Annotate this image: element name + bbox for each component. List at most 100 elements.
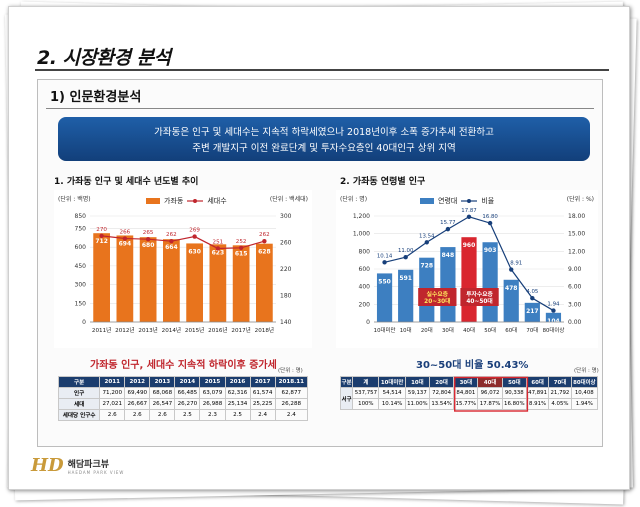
chart2-bar-label: 217: [526, 308, 539, 315]
chart2-bar: [524, 302, 540, 322]
table2-cell: 59,137: [404, 387, 430, 399]
table2-cell: 4.05%: [548, 398, 572, 410]
table-row: 100% 10.14% 11.00% 13.54% 15.77% 17.87% 16.80%…: [341, 398, 599, 410]
table2-cell: 11.00%: [404, 398, 430, 410]
chart2-ratio-point: [382, 260, 387, 265]
table1-cell: 26,667: [124, 398, 151, 410]
chart1-households-label: 262: [166, 232, 177, 238]
chart1-xtick: 2011년: [92, 326, 111, 334]
banner-line-1: 가좌동은 인구 및 세대수는 지속적 하락세였으나 2018년이후 소폭 증가추…: [154, 127, 494, 138]
legend-swatch-ratio: [461, 199, 478, 203]
chart1-bar-label: 694: [119, 240, 132, 247]
chart1-ytick-left: 300: [75, 282, 87, 289]
chart1-households-label: 251: [213, 239, 224, 245]
table2-header-cell: 70대: [548, 376, 572, 388]
table2-header-cell: 20대: [428, 376, 455, 388]
chart2-bar-label: 960: [463, 242, 476, 249]
page-title: 2. 시장환경 분석: [37, 47, 171, 69]
chart2-caption: 30~50대 비율 50.43%: [416, 360, 529, 371]
table2-cell: 90,338: [501, 387, 527, 399]
table1-cell: 71,200: [99, 387, 126, 399]
content-panel: 1) 인문환경분석 가좌동은 인구 및 세대수는 지속적 하락세였으나 2018…: [37, 79, 603, 447]
chart1-ytick-left: 600: [75, 244, 87, 251]
chart2-unit-right: (단위 : %): [566, 196, 594, 203]
chart2-bar-label: 478: [505, 285, 518, 292]
chart1-bar-label: 623: [212, 249, 225, 256]
chart1-plot: 0 150 300 450 600 750 850 140 180 220 260 300 712 201…: [75, 213, 292, 334]
table1-header-cell: 2014: [174, 376, 201, 388]
chart1-households-point: [122, 236, 128, 241]
chart1-bar: [93, 233, 110, 322]
table1-cell: 63,079: [199, 387, 226, 399]
table2-cell: 54,514: [378, 387, 406, 399]
table1-cell: 66,485: [174, 387, 201, 399]
chart1-bar: [209, 244, 227, 322]
table1-cell: 2.3: [199, 409, 226, 421]
chart1-households-label: 270: [96, 227, 107, 233]
chart2-ytick-right: 0.00: [568, 319, 582, 326]
chart1-bar-label: 664: [165, 244, 178, 251]
chart1-households-point: [262, 238, 267, 244]
chart1-caption: 가좌동 인구, 세대수 지속적 하락이후 증가세: [90, 360, 277, 371]
chart2-ratio-label: 13.54: [419, 233, 435, 239]
chart1-ytick-right: 180: [280, 293, 292, 300]
table1-cell: 세대: [57, 398, 101, 410]
chart2-xtick: 20대: [421, 326, 433, 334]
chart2-xtick: 60대: [505, 326, 517, 334]
chart1-bar: [232, 245, 250, 322]
chart2-ytick-left: 0: [366, 319, 370, 326]
chart2-ytick-right: 6.00: [568, 284, 582, 291]
table1-header-cell: 2018.11: [274, 376, 309, 388]
chart1-xtick: 2017년: [231, 326, 250, 334]
table2-header-cell: 80대이상: [570, 376, 599, 388]
table1-header-cell: 구분: [57, 376, 101, 388]
chart2-ratio-point: [530, 295, 535, 301]
brand-logo: HD 해담파크뷰 HAEDAM PARK VIEW: [31, 455, 124, 476]
table2-cell: 13.54%: [428, 398, 455, 410]
table2-cell: 17.87%: [477, 398, 503, 410]
chart2-bar-label: 591: [399, 275, 412, 282]
table1-cell: 세대당 인구수: [57, 409, 101, 421]
chart1-box: (단위 : 백명) (단위 : 백세대) 가좌동 세대수 0 150 300 450 6…: [54, 190, 312, 348]
legend-label-age: 연령대: [438, 197, 458, 205]
chart2-bar: [376, 273, 393, 322]
table1-cell: 25,225: [249, 398, 276, 410]
table1-unit: (단위 : 명): [278, 368, 303, 374]
table1-header-cell: 2011: [99, 376, 126, 388]
chart2-xtick: 80대이상: [543, 326, 565, 334]
annotation-box-investment-demand: [460, 288, 499, 306]
chart1-households-label: 252: [236, 239, 247, 245]
chart2-ratio-label: 17.87: [461, 208, 476, 214]
table1-cell: 인구: [57, 387, 101, 399]
chart1-bar-label: 630: [188, 248, 201, 255]
table2-cell: 21,792: [548, 387, 572, 399]
chart1-xtick: 2013년: [138, 326, 157, 334]
chart1-households-point: [192, 234, 197, 239]
table1-cell: 26,988: [199, 398, 226, 410]
chart2-ratio-label: 15.77: [440, 220, 455, 226]
table-row: 인구 71,200 69,490 68,068 66,485 63,079 62,316 61…: [57, 387, 309, 399]
chart1-ytick-left: 0: [82, 319, 86, 326]
chart1-households-point: [215, 246, 221, 251]
chart2-bar-label: 728: [421, 263, 434, 270]
chart1-bar: [139, 237, 157, 322]
chart2-legend: 연령대 비율: [420, 196, 494, 206]
chart1-xtick: 2016년: [208, 326, 227, 334]
table1-cell: 2.4: [249, 409, 276, 421]
chart1-households-point: [145, 236, 151, 242]
chart2-ytick-left: 200: [359, 301, 371, 308]
chart1-xtick: 2015년: [185, 326, 204, 334]
table2-row-head: 서구: [339, 387, 354, 410]
chart1-heading: 1. 가좌동 인구 및 세대수 년도별 추이: [54, 177, 199, 187]
chart2-ratio-label: 11.00: [398, 248, 414, 254]
table1-header-cell: 2015: [199, 376, 226, 388]
chart1-xtick: 2018년: [255, 326, 274, 334]
table2-header-cell: 60대: [525, 376, 550, 388]
chart1-households-point: [238, 245, 244, 250]
table2-header-cell: 구분: [339, 376, 354, 388]
legend-swatch-households: [187, 199, 204, 203]
logo-subtitle: HAEDAM PARK VIEW: [67, 469, 125, 475]
table1-cell: 25,134: [224, 398, 251, 410]
table2-cell: 72,804: [428, 387, 455, 399]
table2-cell: 8.91%: [525, 398, 550, 410]
